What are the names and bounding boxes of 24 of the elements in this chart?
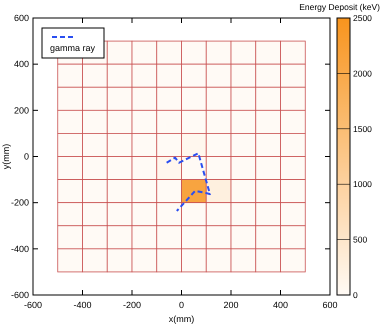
y-tick-label: 0 bbox=[24, 152, 29, 162]
color-bar-title: Energy Deposit (keV) bbox=[299, 2, 380, 12]
color-bar-label: 2500 bbox=[353, 13, 372, 23]
x-tick-label: 0 bbox=[178, 300, 184, 310]
y-tick-label: -200 bbox=[10, 198, 29, 208]
x-tick-label: 400 bbox=[272, 300, 288, 310]
y-tick-label: -400 bbox=[10, 244, 29, 254]
x-tick-label: 600 bbox=[322, 300, 338, 310]
x-tick-label: -200 bbox=[122, 300, 142, 310]
x-axis-title: x(mm) bbox=[168, 314, 194, 324]
x-tick-label: 200 bbox=[223, 300, 239, 310]
y-tick-label: 200 bbox=[14, 105, 29, 116]
color-bar-label: 500 bbox=[353, 234, 368, 245]
color-bar-label: 1000 bbox=[353, 179, 372, 190]
x-tick-label: -400 bbox=[73, 300, 92, 310]
color-bar-label: 0 bbox=[353, 290, 358, 300]
y-axis-title: y(mm) bbox=[1, 144, 11, 170]
y-tick-label: 400 bbox=[14, 59, 29, 70]
x-tick-label: -600 bbox=[24, 300, 42, 310]
color-bar-label: 2000 bbox=[353, 68, 372, 78]
y-tick-label: 600 bbox=[14, 13, 29, 23]
y-tick-label: -600 bbox=[10, 290, 29, 300]
color-bar-label: 1500 bbox=[353, 124, 372, 134]
legend-label: gamma ray bbox=[50, 43, 96, 53]
